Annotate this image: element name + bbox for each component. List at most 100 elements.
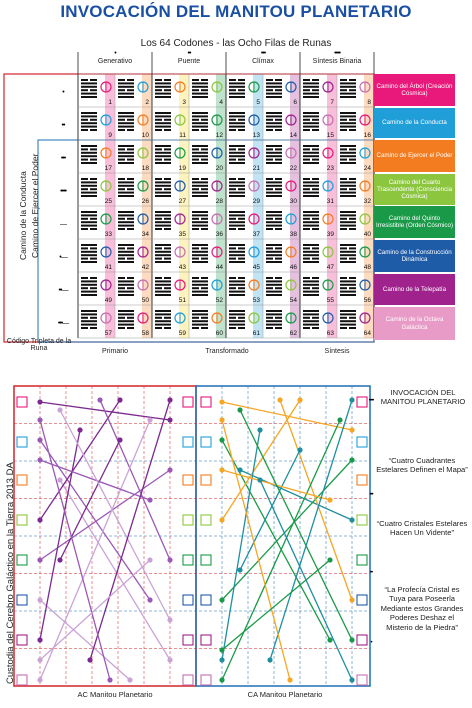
ca-node [349, 427, 355, 433]
codon-bar [266, 244, 282, 246]
ca-node [297, 397, 303, 403]
codon-number: 7 [330, 99, 334, 106]
codon-bar [266, 287, 273, 290]
codon-bar [275, 327, 282, 329]
codon-bar [192, 158, 199, 161]
codon-bar [266, 184, 282, 187]
page-title: INVOCACIÓN DEL MANITOU PLANETARIO [60, 2, 412, 21]
codon-bar [118, 85, 134, 88]
ca-line [221, 419, 341, 681]
codon-bar [192, 181, 208, 184]
codon-bar [312, 217, 319, 220]
triplet-code-label: Código Tripleta de la Runa [6, 338, 72, 352]
codon-bar [238, 158, 245, 161]
codon-number: 15 [327, 132, 335, 139]
codon-bar [340, 151, 356, 154]
codon-number: 4 [219, 99, 223, 106]
codon-bar [192, 82, 208, 85]
codon-bar [201, 89, 208, 92]
codon-bar [340, 277, 347, 279]
codon-bar [127, 118, 134, 121]
codon-bar [201, 257, 208, 260]
quote-four-crystals: “Cuatro Cristales Estelares Hacen Un Vid… [376, 519, 468, 538]
codon-number: 1 [108, 99, 112, 106]
codon-bar [192, 89, 199, 92]
codon-bar [81, 323, 97, 326]
codon-bar [164, 287, 171, 290]
codon-bar [90, 247, 97, 250]
codon-bar [238, 129, 245, 131]
codon-bar [229, 188, 236, 191]
codon-bar [118, 221, 134, 224]
codon-bar [340, 290, 356, 293]
codon-number: 31 [327, 198, 335, 205]
codon-bar [164, 228, 171, 230]
edge-rune [16, 554, 28, 566]
codon-number: 3 [182, 99, 186, 106]
codon-number: 20 [216, 165, 224, 172]
right-dots-2: •• [369, 570, 373, 576]
row-dots: ••• [60, 155, 66, 162]
codon-number: 16 [364, 132, 372, 139]
codon-bar [118, 82, 134, 85]
codon-bar [275, 79, 282, 81]
codon-bar [118, 327, 125, 329]
codon-bar [303, 178, 310, 180]
codon-bar [118, 188, 125, 191]
bottom-label-transformed: Transformado [205, 348, 249, 355]
codon-bar [192, 261, 208, 263]
codon-bar [340, 92, 356, 95]
codon-bar [192, 280, 208, 283]
codon-bar [192, 145, 208, 147]
codon-bar [238, 148, 245, 151]
right-dots-1: • [370, 640, 372, 646]
codon-number: 28 [216, 198, 224, 205]
codon-bar [266, 181, 282, 184]
codon-bar [229, 82, 245, 85]
codon-bar [192, 254, 208, 257]
codon-number: 26 [142, 198, 150, 205]
codon-bar [266, 96, 282, 98]
codon-bar [349, 178, 356, 180]
codon-bar [275, 129, 282, 131]
codon-number: 10 [142, 132, 150, 139]
codon-bar [312, 327, 319, 329]
codon-bar [266, 217, 273, 220]
codon-bar [81, 294, 97, 296]
codon-bar [349, 79, 356, 81]
codon-bar [192, 323, 208, 326]
codon-bar [90, 178, 97, 180]
codon-bar [192, 320, 208, 323]
codon-bar [303, 250, 319, 253]
codon-bar [229, 145, 245, 147]
codon-bar [266, 320, 282, 323]
codon-number: 44 [216, 264, 224, 271]
codon-bar [118, 191, 134, 194]
codon-bar [312, 287, 319, 290]
codon-bar [201, 247, 208, 250]
ac-node [167, 467, 173, 473]
codon-number: 37 [253, 231, 261, 238]
codon-bar [155, 228, 162, 230]
codon-bar [340, 327, 347, 329]
codon-bar [229, 244, 245, 246]
ac-line [39, 459, 151, 501]
codon-bar [266, 228, 273, 230]
ac-node [37, 677, 43, 683]
codon-bar [229, 89, 236, 92]
edge-rune [182, 594, 194, 606]
edge-rune [356, 674, 368, 686]
edge-rune [16, 474, 28, 486]
codon-bar [312, 118, 319, 121]
edge-rune [16, 436, 28, 448]
codon-bar [229, 323, 245, 326]
ac-line [99, 399, 171, 561]
codon-bar [192, 92, 208, 95]
ac-node [147, 417, 153, 423]
codon-bar [229, 214, 245, 217]
codon-bar [229, 310, 245, 312]
codon-bar [118, 158, 125, 161]
codon-bar [155, 195, 171, 197]
codon-bar [229, 125, 245, 128]
edge-rune [356, 514, 368, 526]
